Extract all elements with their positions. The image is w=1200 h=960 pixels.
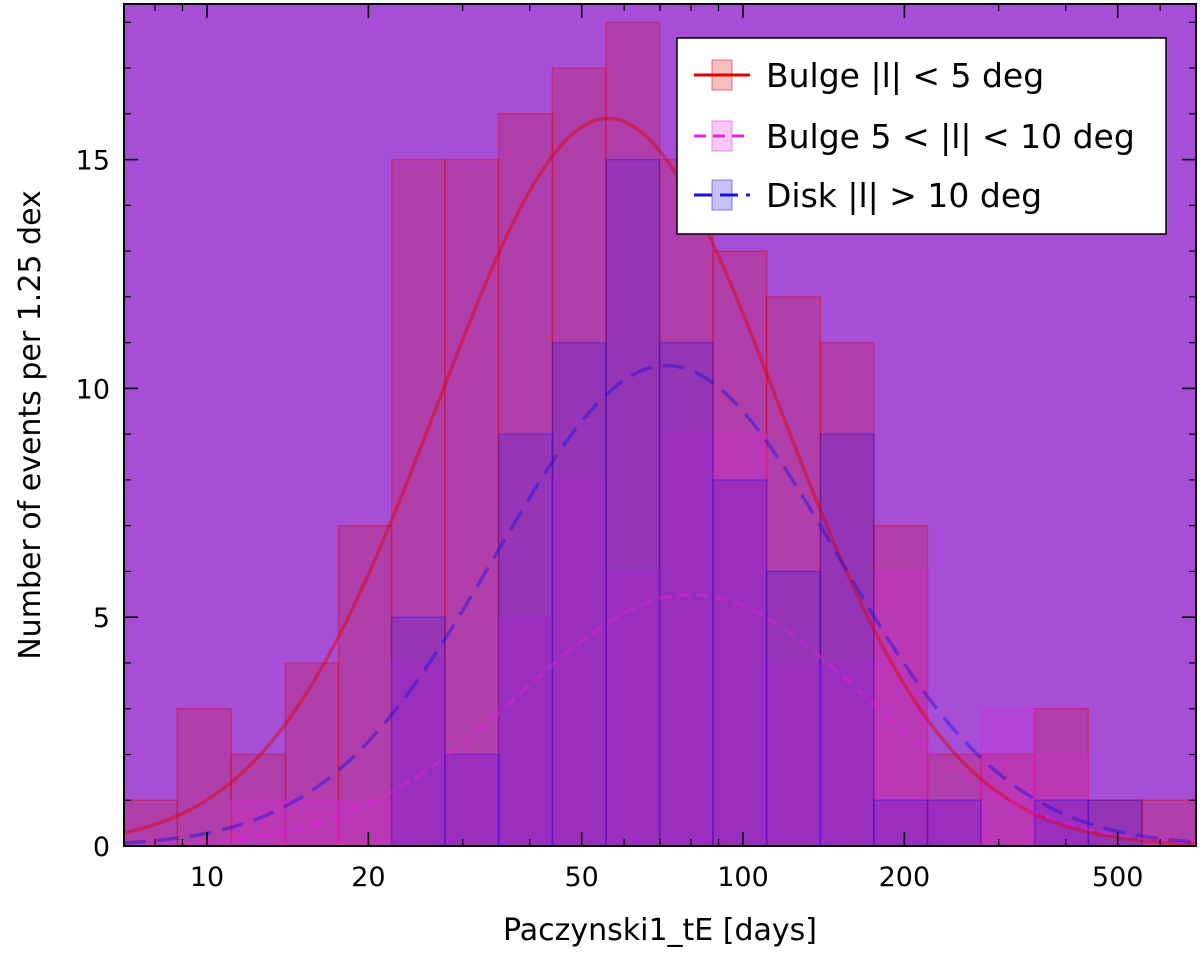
histogram-series-3 (390, 158, 1143, 847)
legend-entry-bulge-inner: Bulge |l| < 5 deg (694, 56, 1044, 95)
histogram-bar (390, 616, 446, 847)
fit-curves (123, 116, 1197, 847)
histogram-bar (980, 753, 1036, 847)
legend-box (676, 37, 1167, 235)
histogram-bar (1033, 753, 1090, 847)
histogram-bar (605, 21, 661, 847)
histogram-bar (765, 662, 822, 847)
histogram-bar (605, 158, 661, 847)
histogram-bar (980, 707, 1036, 847)
histogram-bar (819, 662, 875, 847)
x-tick-label: 200 (879, 862, 931, 893)
histogram-bar (444, 753, 500, 847)
histogram-bar (123, 799, 179, 847)
histogram-bar (765, 296, 822, 847)
histogram-series-2 (230, 433, 1090, 847)
histogram-bars (123, 21, 1197, 847)
y-tick-label: 0 (93, 832, 110, 863)
histogram-bar (230, 799, 287, 847)
histogram-bar (712, 479, 768, 847)
histogram-bar (1033, 799, 1090, 847)
fit-curve (123, 592, 1197, 847)
histogram-bar (390, 662, 446, 847)
y-axis-label: Number of events per 1.25 dex (13, 190, 48, 660)
histogram-bar (819, 433, 875, 847)
axis-ticks: 10 20 50 100 200 500 0 5 10 15 (76, 4, 1197, 893)
x-tick-label: 20 (351, 862, 385, 893)
legend-entry-bulge-outer: Bulge 5 < |l| < 10 deg (694, 117, 1135, 156)
histogram-bar (1087, 799, 1143, 847)
histogram-bar (1033, 707, 1090, 847)
y-tick-label: 5 (93, 603, 110, 634)
histogram-bar (1087, 799, 1143, 847)
y-tick-label: 10 (76, 374, 110, 405)
histogram-bar (658, 433, 714, 847)
histogram-bar (765, 570, 822, 847)
histogram-bar (444, 158, 500, 847)
histogram-bar (873, 799, 929, 847)
histogram-bar (926, 799, 982, 847)
histogram-series-1 (123, 21, 1197, 847)
histogram-bar (551, 479, 607, 847)
x-tick-label: 50 (564, 862, 598, 893)
legend: Bulge |l| < 5 deg Bulge 5 < |l| < 10 deg… (676, 37, 1167, 235)
fit-curve (123, 116, 1197, 846)
histogram-bar (551, 67, 607, 847)
histogram-bar (230, 753, 287, 847)
legend-label: Bulge 5 < |l| < 10 deg (766, 117, 1135, 156)
fit-curve (123, 363, 1197, 845)
histogram-bar (176, 707, 233, 847)
histogram-bar (819, 341, 875, 847)
histogram-bar (497, 616, 554, 847)
histogram-bar (497, 113, 554, 847)
histogram-bar (926, 753, 982, 847)
legend-label: Disk |l| > 10 deg (766, 176, 1042, 215)
x-axis-label: Paczynski1_tE [days] (503, 913, 817, 948)
x-tick-label: 100 (717, 862, 769, 893)
histogram-bar (926, 799, 982, 847)
histogram-bar (444, 753, 500, 847)
histogram-bar (712, 433, 768, 847)
histogram-bar (497, 433, 554, 847)
histogram-bar (658, 341, 714, 847)
histogram-bar (712, 250, 768, 847)
x-tick-label: 10 (190, 862, 224, 893)
histogram-bar (551, 341, 607, 847)
histogram-bar (337, 799, 393, 847)
y-tick-label: 15 (76, 146, 110, 177)
histogram-bar (873, 524, 929, 847)
histogram-bar (284, 799, 340, 847)
legend-label: Bulge |l| < 5 deg (766, 56, 1044, 95)
histogram-bar (605, 570, 661, 847)
x-tick-label: 500 (1092, 862, 1144, 893)
legend-entry-disk: Disk |l| > 10 deg (694, 176, 1042, 215)
